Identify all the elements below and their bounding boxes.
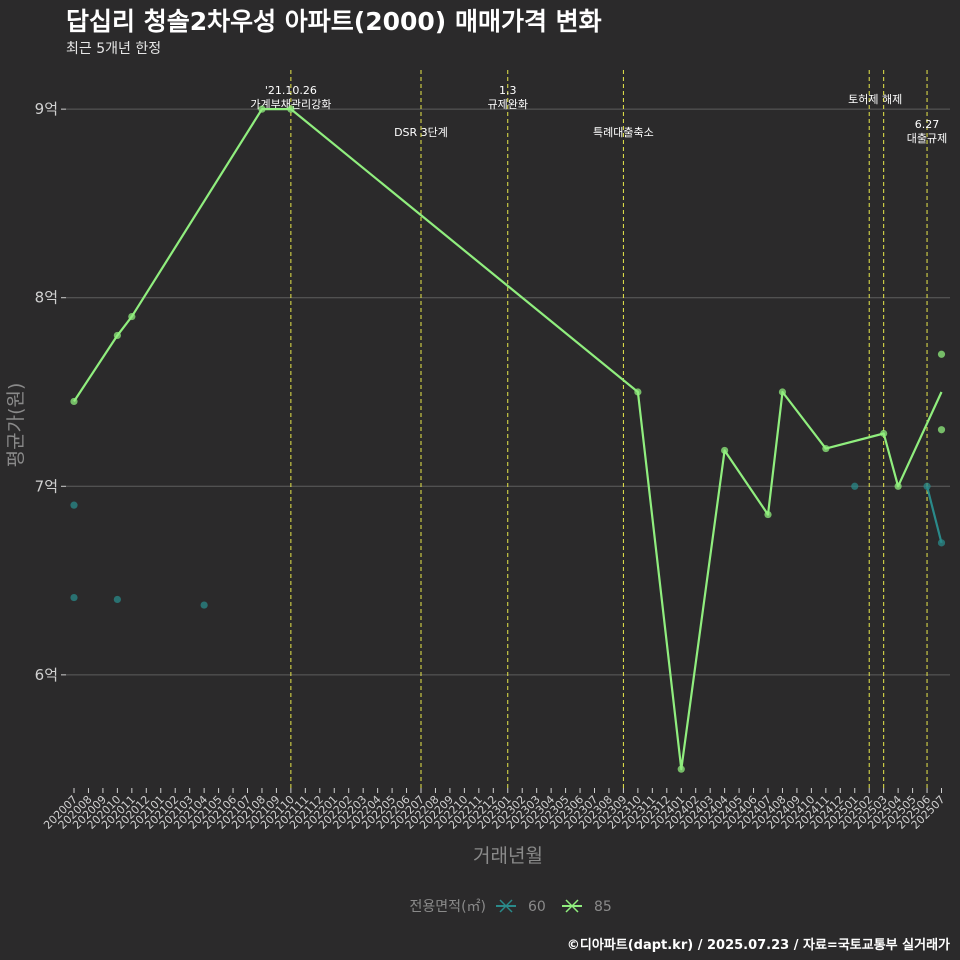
series-layer: [70, 105, 946, 773]
legend-layer: 전용면적(㎡) 60 85: [410, 899, 612, 915]
y-tick-label: 6억: [35, 666, 58, 684]
y-tick-label: 8억: [35, 289, 58, 307]
data-point-85: [677, 765, 685, 773]
data-point-85: [113, 331, 121, 340]
event-label: '21.10.26: [265, 84, 317, 97]
source-caption: ©디아파트(dapt.kr) / 2025.07.23 / 자료=국토교통부 실…: [566, 938, 950, 953]
data-point-60: [923, 482, 931, 490]
series-line-85: [73, 108, 943, 771]
event-label: 가계부채관리강화: [250, 98, 331, 111]
y-axis-title: 평균가(원): [5, 383, 27, 468]
data-point-85: [937, 426, 946, 434]
data-point-60: [937, 539, 946, 547]
chart-title: 답십리 청솔2차우성 아파트(2000) 매매가격 변화: [66, 7, 602, 36]
data-point-85: [128, 312, 136, 321]
legend-label: 85: [594, 899, 612, 915]
data-point-85: [764, 510, 772, 519]
event-label: 대출규제: [907, 132, 947, 145]
data-point-60: [851, 482, 859, 490]
event-label: 1.3: [499, 84, 517, 97]
legend-key-cross: [499, 899, 513, 913]
data-point-85: [894, 482, 902, 490]
legend-label: 60: [528, 899, 546, 915]
data-point-60: [70, 593, 78, 602]
event-label: 6.27: [915, 118, 940, 131]
y-tick-label: 7억: [35, 477, 58, 495]
data-point-85: [70, 397, 78, 406]
event-label: DSR 3단계: [394, 126, 448, 139]
data-point-60: [70, 501, 78, 509]
data-point-85: [634, 388, 642, 396]
series-line-60: [925, 486, 943, 544]
data-point-85: [778, 388, 787, 396]
data-point-85: [258, 105, 266, 113]
data-point-85: [937, 350, 946, 358]
legend-key-cross: [565, 899, 579, 913]
data-point-85: [721, 446, 729, 455]
legend-title: 전용면적(㎡): [410, 899, 486, 915]
event-label: 규제완화: [488, 98, 528, 111]
data-point-85: [880, 429, 888, 438]
event-label: 토허제 해제: [848, 92, 902, 106]
event-label: 특례대출축소: [593, 126, 654, 139]
data-point-60: [200, 601, 208, 609]
data-point-85: [287, 105, 295, 113]
y-tick-label: 9억: [35, 100, 58, 118]
x-axis-title: 거래년월: [473, 845, 543, 867]
axis-layer: 6억7억8억9억20200720200820200920201020201120…: [5, 100, 948, 867]
data-point-85: [822, 444, 830, 453]
data-point-60: [113, 595, 121, 604]
chart-subtitle: 최근 5개년 한정: [66, 41, 162, 57]
